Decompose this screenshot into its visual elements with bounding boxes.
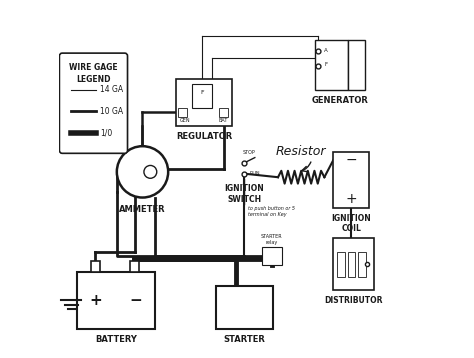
Text: F: F bbox=[324, 62, 328, 67]
Circle shape bbox=[117, 146, 168, 198]
Text: 14 GA: 14 GA bbox=[100, 85, 123, 95]
Text: GENERATOR: GENERATOR bbox=[312, 96, 369, 105]
Bar bbox=[333, 238, 374, 290]
Text: 10 GA: 10 GA bbox=[100, 107, 123, 116]
Text: Resistor: Resistor bbox=[276, 145, 327, 158]
Text: F: F bbox=[201, 90, 204, 95]
Bar bbox=[347, 40, 365, 90]
Text: GEN: GEN bbox=[180, 118, 191, 123]
Text: 1/0: 1/0 bbox=[100, 128, 112, 137]
Bar bbox=[76, 272, 155, 329]
Text: STOP: STOP bbox=[243, 150, 256, 155]
Bar bbox=[316, 40, 347, 90]
FancyBboxPatch shape bbox=[59, 53, 128, 153]
Bar bbox=[347, 252, 356, 277]
Text: −: − bbox=[345, 153, 357, 167]
Text: STARTER
relay: STARTER relay bbox=[261, 234, 283, 245]
Bar bbox=[91, 261, 100, 272]
Bar bbox=[219, 108, 228, 117]
Circle shape bbox=[144, 165, 157, 178]
Text: +: + bbox=[345, 192, 357, 205]
Text: STARTER: STARTER bbox=[223, 335, 265, 344]
Bar bbox=[262, 247, 282, 265]
Bar bbox=[192, 84, 212, 108]
Bar bbox=[333, 152, 369, 208]
Text: REGULATOR: REGULATOR bbox=[176, 132, 232, 141]
Text: +: + bbox=[90, 293, 102, 308]
Bar bbox=[176, 79, 232, 126]
Text: RUN: RUN bbox=[249, 171, 260, 176]
Text: to push button or 5
terminal on Key: to push button or 5 terminal on Key bbox=[248, 206, 295, 217]
Text: −: − bbox=[129, 293, 142, 308]
Text: IGNITION
SWITCH: IGNITION SWITCH bbox=[224, 184, 264, 204]
Bar bbox=[130, 261, 139, 272]
Text: BAT: BAT bbox=[218, 118, 228, 123]
Text: BATTERY: BATTERY bbox=[95, 335, 137, 344]
Text: AMMETER: AMMETER bbox=[119, 205, 166, 214]
Bar bbox=[337, 252, 345, 277]
Text: IGNITION
COIL: IGNITION COIL bbox=[331, 214, 371, 233]
Bar bbox=[178, 108, 187, 117]
Text: WIRE GAGE
LEGEND: WIRE GAGE LEGEND bbox=[69, 63, 118, 84]
Text: DISTRIBUTOR: DISTRIBUTOR bbox=[325, 296, 383, 305]
Bar bbox=[358, 252, 366, 277]
Bar bbox=[216, 286, 273, 329]
Text: A: A bbox=[324, 48, 328, 53]
